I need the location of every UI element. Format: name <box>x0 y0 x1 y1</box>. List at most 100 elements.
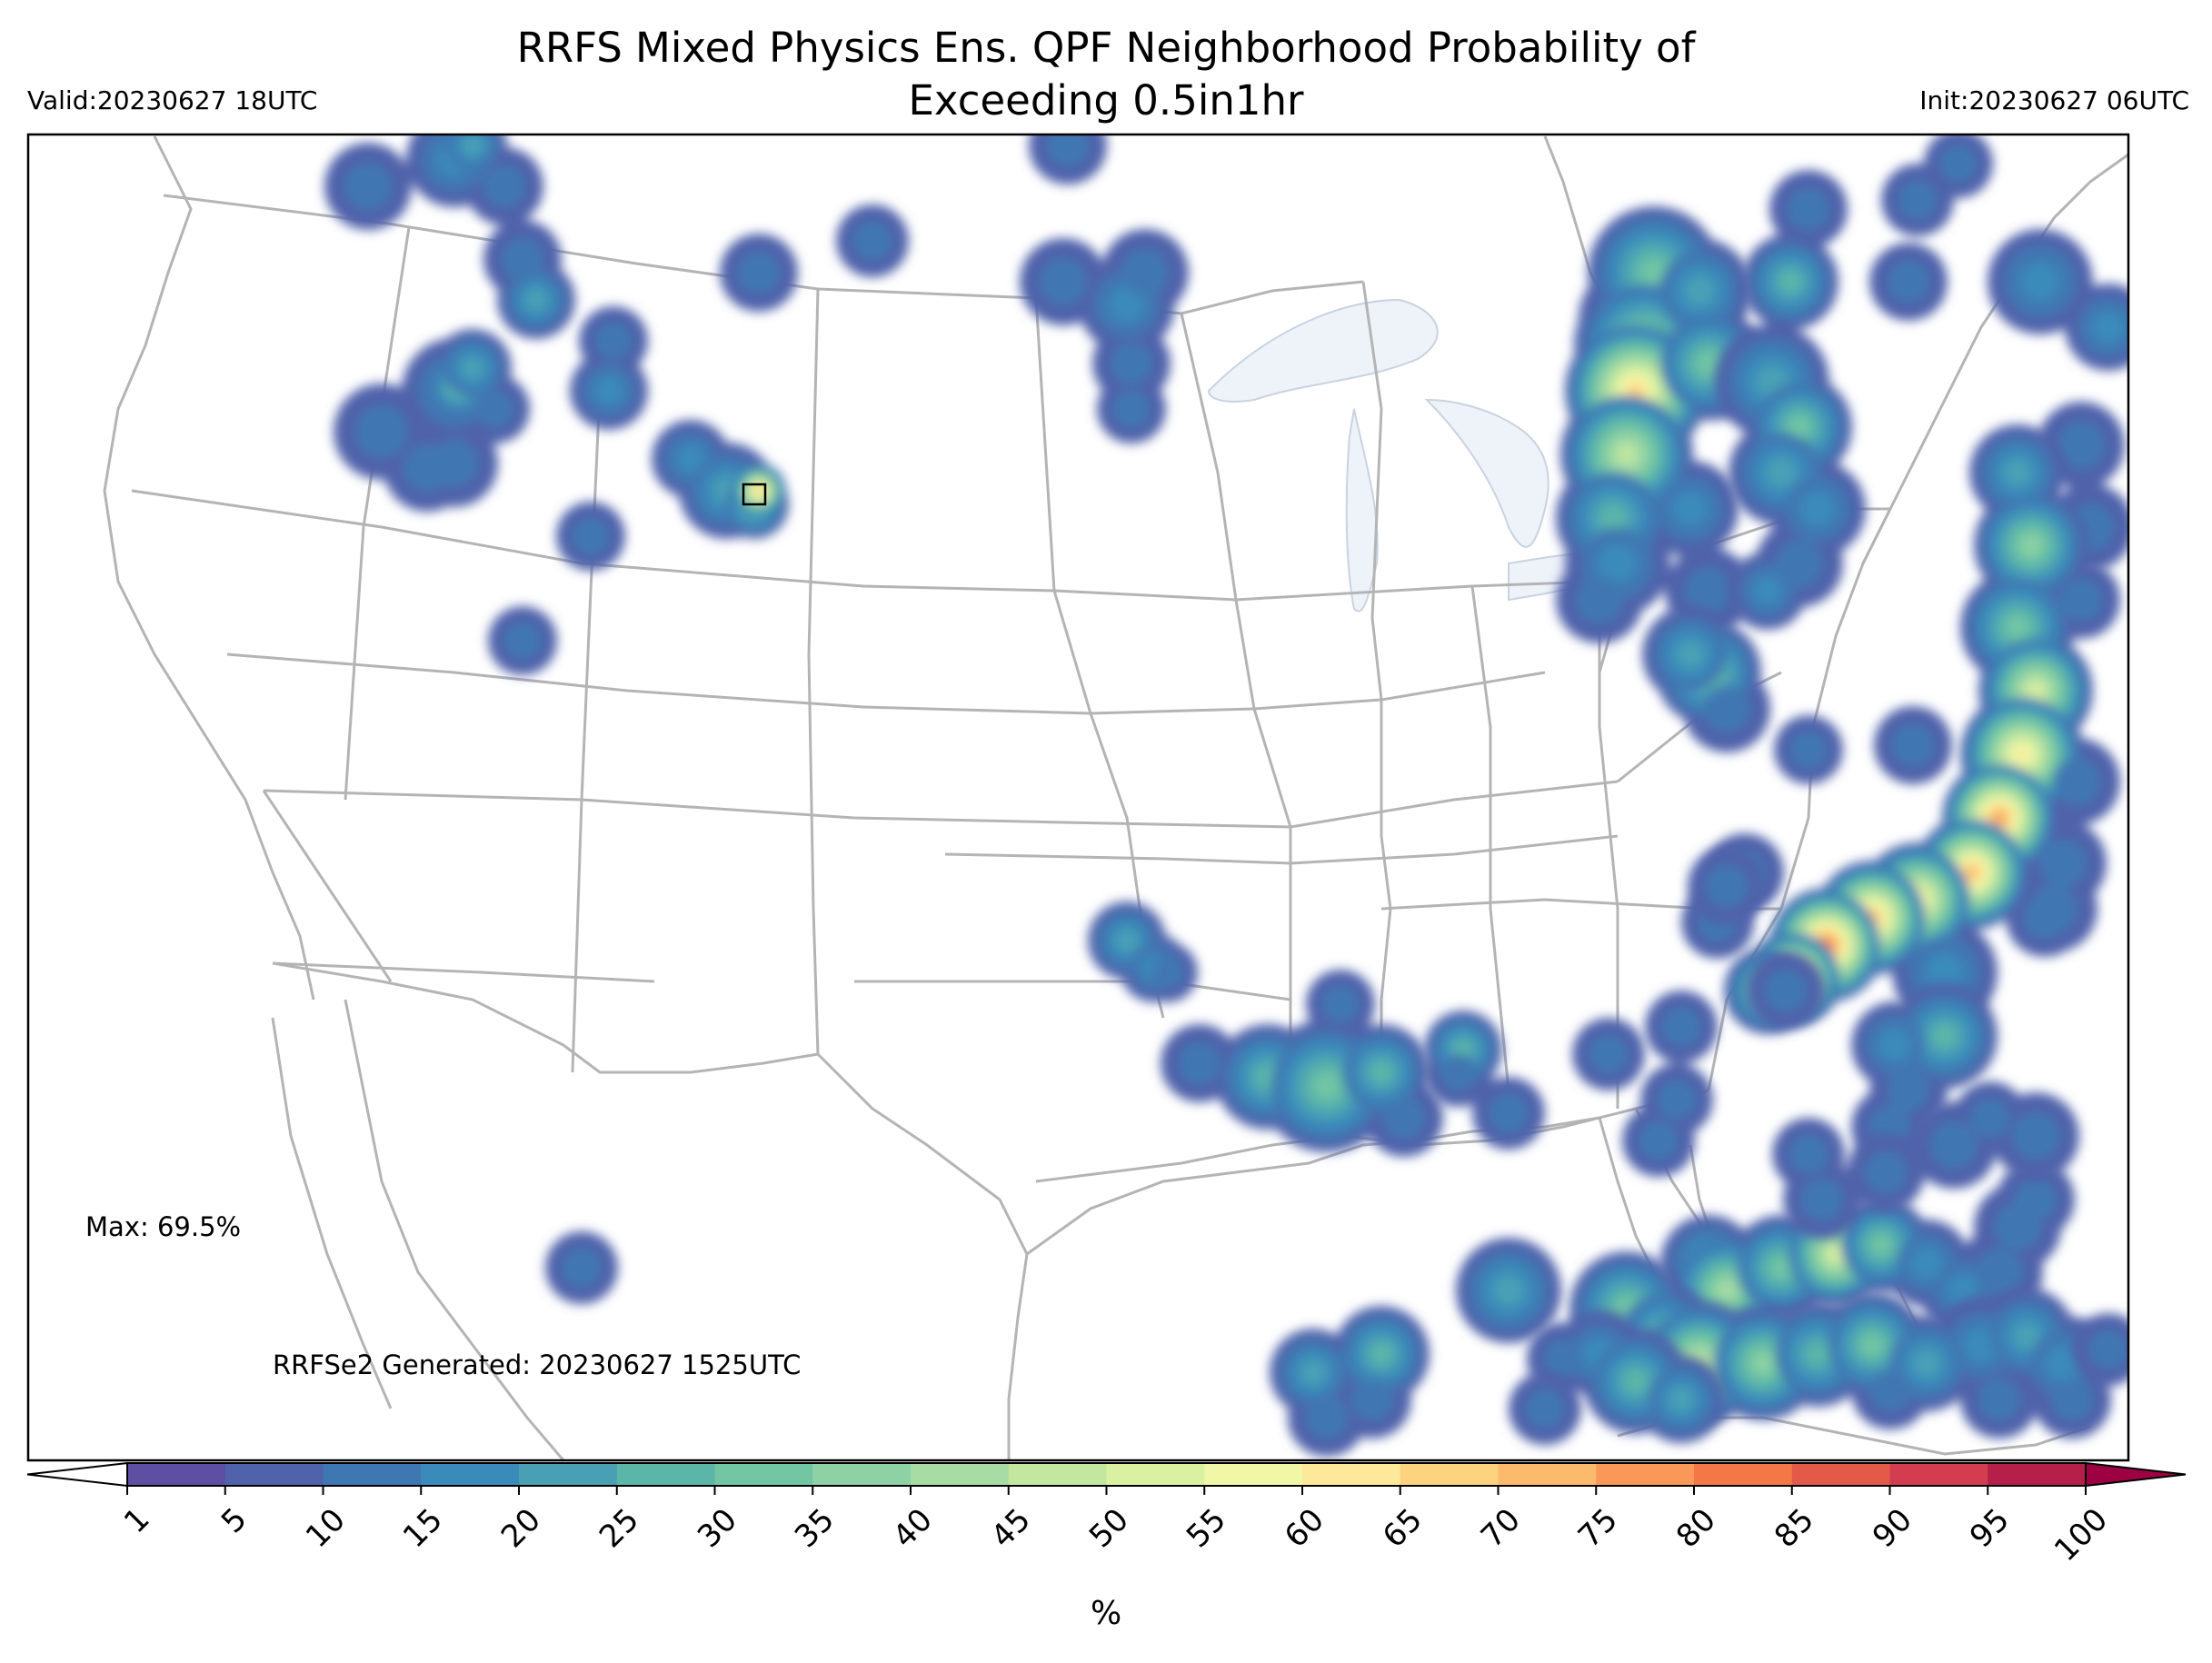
prob-level <box>2045 1345 2081 1381</box>
map-frame <box>26 133 2130 1462</box>
prob-level <box>1599 504 1627 532</box>
prob-level <box>2011 1111 2060 1160</box>
prob-level <box>1764 969 1808 1012</box>
prob-level <box>1868 1369 1912 1412</box>
colorbar-segment <box>812 1463 912 1486</box>
precip-cluster <box>1556 206 1766 643</box>
prob-level <box>572 517 610 555</box>
prob-level <box>1789 416 1810 438</box>
prob-level <box>1805 1341 1830 1367</box>
colorbar <box>26 1461 2187 1495</box>
prob-level <box>1925 952 1965 992</box>
prob-level <box>1799 491 1836 527</box>
prob-level <box>2014 1178 2058 1221</box>
colorbar-segment <box>127 1463 226 1486</box>
prob-level <box>1525 1389 1565 1429</box>
prob-level <box>1861 1334 1883 1356</box>
prob-level <box>2006 615 2029 639</box>
prob-level <box>2028 683 2043 698</box>
prob-level <box>562 1248 602 1288</box>
prob-level <box>1871 1235 1891 1255</box>
prob-level <box>1829 1248 1842 1260</box>
prob-level <box>1657 1080 1697 1120</box>
prob-level <box>1618 445 1636 463</box>
colorbar-segment <box>1302 1463 1401 1486</box>
prob-level <box>1912 1349 1941 1378</box>
prob-level <box>355 405 408 458</box>
precip-cluster <box>324 134 575 339</box>
prob-level <box>2021 535 2041 555</box>
prob-level <box>852 221 892 261</box>
prob-level <box>1661 1007 1701 1047</box>
precip-cluster <box>1270 1306 2128 1457</box>
colorbar-unit-label: % <box>1091 1595 1122 1632</box>
precip-cluster <box>488 306 648 675</box>
prob-level <box>1887 260 1930 304</box>
prob-level <box>1753 1353 1773 1373</box>
prob-level <box>2012 1321 2041 1350</box>
prob-level <box>1800 1178 1844 1221</box>
prob-level <box>1932 1023 1958 1049</box>
colorbar-segment <box>224 1463 324 1486</box>
prob-level <box>1975 1248 2024 1297</box>
prob-level <box>737 251 781 294</box>
prob-level <box>1978 1378 2021 1421</box>
prob-level <box>1589 1034 1629 1074</box>
prob-level <box>1684 275 1715 306</box>
prob-level <box>1766 457 1797 488</box>
colorbar-over-triangle <box>2085 1461 2187 1488</box>
prob-level <box>594 322 633 360</box>
prob-level <box>1789 1134 1828 1174</box>
prob-level <box>2050 1378 2094 1421</box>
prob-level <box>1300 1359 1326 1385</box>
prob-level <box>1623 1369 1649 1394</box>
prob-level <box>2020 262 2060 302</box>
max-location-marker <box>742 483 767 506</box>
prob-level <box>1110 342 1153 385</box>
prob-level <box>344 162 393 211</box>
prob-level <box>1939 144 1978 183</box>
precip-cluster <box>1161 970 1443 1157</box>
prob-level <box>1669 1387 1694 1412</box>
prob-level <box>2023 896 2067 940</box>
prob-level <box>2088 1329 2128 1369</box>
precip-cluster <box>1715 170 1866 630</box>
prob-level <box>1121 248 1170 297</box>
colorbar-segment <box>519 1463 618 1486</box>
generated-label: RRFSe2 Generated: 20230627 1525UTC <box>273 1349 802 1380</box>
prob-level <box>1705 864 1749 908</box>
prob-level <box>1878 1029 1911 1061</box>
colorbar-segment <box>714 1463 813 1486</box>
prob-level <box>1370 1342 1393 1366</box>
prob-level <box>1382 1096 1426 1140</box>
precip-cluster <box>1456 1160 2075 1348</box>
prob-level <box>1770 1257 1792 1279</box>
prob-level <box>1489 1093 1529 1133</box>
prob-level <box>1672 491 1709 527</box>
colorbar-segment <box>323 1463 422 1486</box>
precip-cluster <box>1622 991 1718 1177</box>
prob-level <box>1575 575 1624 624</box>
prob-level <box>675 443 706 474</box>
prob-level <box>1039 257 1088 306</box>
prob-level <box>403 443 452 493</box>
prob-level <box>476 390 514 428</box>
prob-level <box>1718 1281 1736 1300</box>
prob-level <box>2092 311 2125 344</box>
prob-level <box>1305 1396 1349 1439</box>
prob-level <box>754 486 763 495</box>
prob-level <box>2059 578 2103 622</box>
prob-level <box>1151 956 1184 989</box>
colorbar-segment <box>1988 1463 2087 1486</box>
prob-level <box>1639 1120 1679 1160</box>
prob-level <box>1112 390 1151 428</box>
prob-level <box>1891 723 1935 767</box>
prob-level <box>461 356 484 380</box>
colorbar-segment <box>1008 1463 1108 1486</box>
prob-level <box>1929 1120 1978 1170</box>
prob-level <box>1440 1053 1478 1091</box>
prob-level <box>1910 1247 1943 1280</box>
prob-level <box>2003 458 2032 487</box>
colorbar-segment <box>1400 1463 1500 1486</box>
prob-level <box>1598 543 1638 583</box>
